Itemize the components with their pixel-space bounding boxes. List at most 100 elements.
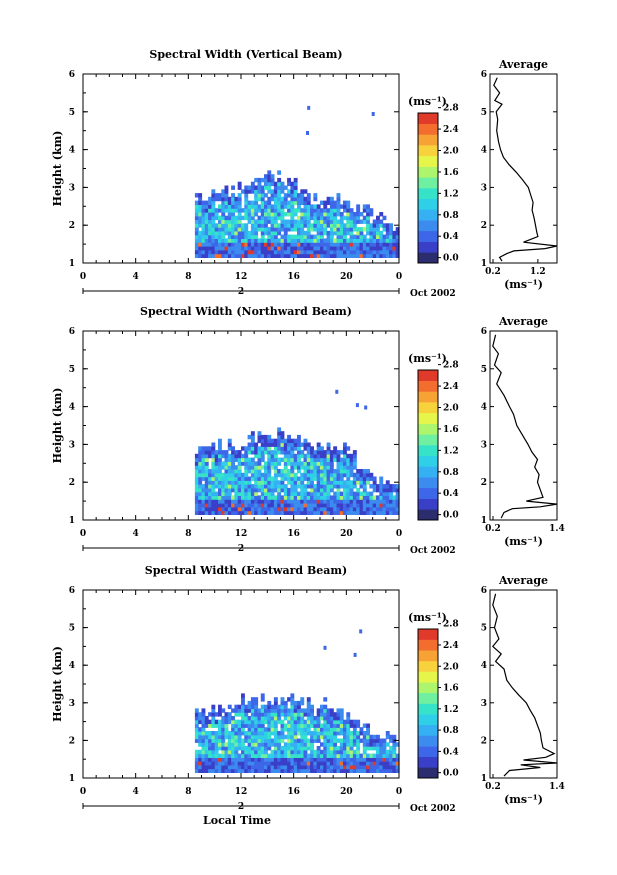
heatmap-cell bbox=[214, 746, 219, 751]
heatmap-cell bbox=[244, 708, 249, 713]
average-profile-line bbox=[493, 77, 558, 262]
heatmap-cell bbox=[241, 708, 245, 713]
heatmap-cell bbox=[244, 204, 249, 209]
heatmap-cell bbox=[326, 476, 331, 481]
heatmap-cell bbox=[201, 204, 206, 209]
heatmap-cell bbox=[290, 697, 295, 702]
heatmap-cell bbox=[231, 727, 235, 732]
heatmap-cell bbox=[346, 742, 351, 747]
heatmap-cell bbox=[270, 716, 275, 721]
colorbar-tick-label: 1.6 bbox=[443, 168, 459, 178]
heatmap-cell bbox=[326, 480, 331, 485]
heatmap-cell bbox=[267, 764, 272, 770]
heatmap-cell bbox=[227, 757, 232, 762]
heatmap-cell bbox=[224, 712, 229, 717]
heatmap-cell bbox=[204, 469, 209, 474]
heatmap-cell bbox=[237, 480, 242, 485]
heatmap-cell bbox=[244, 734, 249, 740]
heatmap-cell bbox=[244, 484, 249, 489]
heatmap-cell bbox=[250, 219, 255, 224]
colorbar-swatch bbox=[418, 445, 438, 456]
heatmap-cell bbox=[231, 200, 235, 205]
heatmap-cell bbox=[231, 238, 235, 243]
heatmap-cell bbox=[244, 746, 249, 751]
heatmap-cell bbox=[303, 208, 308, 213]
heatmap-cell bbox=[280, 442, 285, 447]
y-tick-label: 2 bbox=[69, 736, 75, 746]
heatmap-cell bbox=[224, 487, 229, 493]
heatmap-cell bbox=[316, 472, 321, 478]
heatmap-cell bbox=[264, 227, 268, 232]
heatmap-cell bbox=[300, 495, 305, 500]
heatmap-cell bbox=[250, 461, 255, 466]
heatmap-cell bbox=[310, 246, 314, 251]
heatmap-cell bbox=[227, 476, 232, 481]
y-tick-label: 3 bbox=[69, 183, 75, 193]
heatmap-cell bbox=[224, 503, 229, 508]
heatmap-cell bbox=[201, 499, 206, 504]
heatmap-cell bbox=[201, 757, 206, 762]
heatmap-cell bbox=[244, 757, 249, 762]
heatmap-cell bbox=[346, 253, 351, 258]
heatmap-cell bbox=[313, 453, 318, 459]
heatmap-cell bbox=[339, 242, 344, 247]
heatmap-cell bbox=[293, 476, 298, 481]
heatmap-cell bbox=[224, 189, 229, 194]
heatmap-cell bbox=[264, 469, 268, 474]
heatmap-cell bbox=[273, 697, 278, 702]
heatmap-cell bbox=[201, 215, 206, 221]
heatmap-cell bbox=[310, 480, 314, 485]
heatmap-cell bbox=[385, 230, 390, 236]
heatmap-cell bbox=[280, 746, 285, 751]
heatmap-cell bbox=[234, 457, 239, 462]
heatmap-cell bbox=[254, 495, 259, 500]
heatmap-cell bbox=[201, 469, 206, 474]
heatmap-cell bbox=[204, 446, 209, 451]
heatmap-cell bbox=[333, 768, 338, 773]
heatmap-cell bbox=[333, 761, 338, 766]
heatmap-cell bbox=[389, 734, 393, 740]
heatmap-cell bbox=[218, 461, 222, 466]
heatmap-cell bbox=[218, 465, 222, 470]
heatmap-cell bbox=[366, 506, 370, 512]
heatmap-cell bbox=[297, 764, 301, 770]
heatmap-cell bbox=[260, 189, 265, 194]
heatmap-cell bbox=[326, 746, 331, 751]
heatmap-cell bbox=[385, 238, 390, 243]
heatmap-cell bbox=[241, 757, 245, 762]
heatmap-cell bbox=[293, 242, 298, 247]
heatmap-cell bbox=[237, 453, 242, 459]
heatmap-cell bbox=[227, 204, 232, 209]
heatmap-cell bbox=[326, 238, 331, 243]
heatmap-cell bbox=[316, 234, 321, 239]
heatmap-cell bbox=[385, 499, 390, 504]
heatmap-cell bbox=[310, 723, 314, 728]
heatmap-cell bbox=[293, 234, 298, 239]
heatmap-cell bbox=[218, 510, 222, 515]
heatmap-cell bbox=[356, 476, 361, 481]
heatmap-cell bbox=[313, 476, 318, 481]
heatmap-cell bbox=[359, 731, 364, 736]
heatmap-cell bbox=[194, 499, 199, 504]
heatmap-cell bbox=[227, 503, 232, 508]
heatmap-cell bbox=[273, 764, 278, 770]
heatmap-cell bbox=[257, 457, 262, 462]
heatmap-cell bbox=[333, 223, 338, 228]
colorbar-tick-label: 2.0 bbox=[443, 662, 459, 672]
heatmap-cell bbox=[316, 738, 321, 743]
heatmap-cell bbox=[244, 510, 249, 515]
heatmap-cell bbox=[366, 491, 370, 496]
average-y-tick-label: 4 bbox=[481, 661, 487, 671]
heatmap-cell bbox=[250, 450, 255, 455]
heatmap-cell bbox=[336, 753, 341, 758]
colorbar-tick-label: 1.2 bbox=[443, 189, 459, 199]
heatmap-cell bbox=[303, 749, 308, 755]
heatmap-cell bbox=[283, 510, 288, 515]
heatmap-cell bbox=[244, 738, 249, 743]
colorbar-tick-label: 0.4 bbox=[443, 489, 459, 499]
x-tick-label: 4 bbox=[133, 529, 139, 539]
heatmap-cell bbox=[211, 200, 216, 205]
heatmap-cell bbox=[313, 450, 318, 455]
heatmap-cell bbox=[297, 484, 301, 489]
heatmap-cell bbox=[270, 174, 275, 179]
